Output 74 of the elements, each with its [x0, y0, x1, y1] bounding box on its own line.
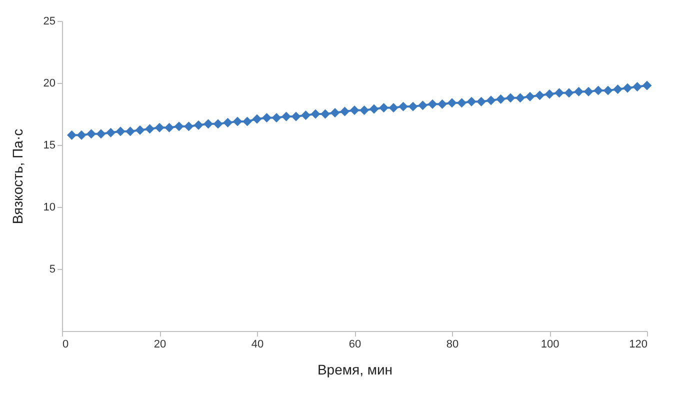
point — [86, 129, 96, 139]
y-tick-label: 20 — [43, 78, 56, 90]
point — [282, 112, 291, 122]
point — [116, 126, 126, 136]
point — [67, 130, 76, 140]
point — [584, 86, 594, 96]
point — [476, 96, 486, 106]
point — [486, 96, 496, 106]
point — [525, 92, 535, 102]
point — [76, 130, 86, 140]
x-tick-label: 80 — [446, 338, 459, 350]
point — [262, 112, 272, 122]
point — [242, 116, 252, 126]
point — [204, 119, 213, 129]
point — [408, 102, 418, 112]
point — [301, 110, 310, 120]
point — [154, 122, 164, 132]
point — [388, 103, 398, 113]
point — [574, 86, 584, 96]
point — [350, 106, 360, 116]
point — [496, 94, 506, 104]
point — [369, 104, 379, 114]
point — [428, 99, 438, 109]
x-tick-label: 40 — [251, 338, 264, 350]
point — [594, 86, 603, 96]
point — [632, 82, 642, 92]
x-tick-label: 100 — [540, 338, 560, 350]
point — [622, 83, 632, 93]
y-axis-title: Вязкость, Па·с — [9, 128, 26, 224]
x-tick-label: 120 — [629, 338, 648, 350]
point — [544, 89, 554, 99]
point — [126, 126, 135, 136]
point — [96, 129, 106, 139]
point — [135, 125, 145, 135]
x-tick-label: 0 — [62, 338, 69, 350]
point — [554, 88, 564, 98]
point — [223, 118, 232, 128]
point — [438, 99, 447, 109]
point — [535, 90, 544, 100]
point — [232, 116, 242, 126]
point — [613, 84, 622, 94]
x-tick-label: 20 — [154, 338, 166, 350]
point — [252, 114, 262, 124]
point — [291, 112, 301, 122]
point — [272, 112, 282, 122]
point — [466, 96, 476, 106]
y-tick-label: 5 — [49, 264, 56, 276]
point — [310, 109, 320, 119]
point — [184, 122, 194, 132]
point — [320, 109, 330, 119]
point — [603, 86, 613, 96]
point — [330, 108, 340, 118]
x-tick-label: 60 — [348, 338, 362, 350]
point — [642, 80, 652, 90]
point — [457, 98, 466, 108]
point — [145, 124, 154, 134]
point — [379, 103, 388, 113]
point — [106, 128, 116, 138]
y-tick-label: 15 — [43, 140, 56, 152]
point — [360, 106, 369, 116]
point — [447, 98, 457, 108]
point — [564, 88, 574, 98]
point — [174, 122, 184, 132]
point — [398, 102, 408, 112]
point — [418, 100, 428, 110]
point — [213, 119, 223, 129]
point — [506, 93, 516, 103]
point — [164, 122, 174, 132]
y-tick-label: 25 — [43, 16, 56, 28]
point — [194, 120, 204, 130]
x-axis-title: Время, мин — [317, 362, 393, 378]
point — [340, 106, 350, 116]
point — [516, 93, 525, 103]
y-tick-label: 10 — [43, 202, 56, 214]
